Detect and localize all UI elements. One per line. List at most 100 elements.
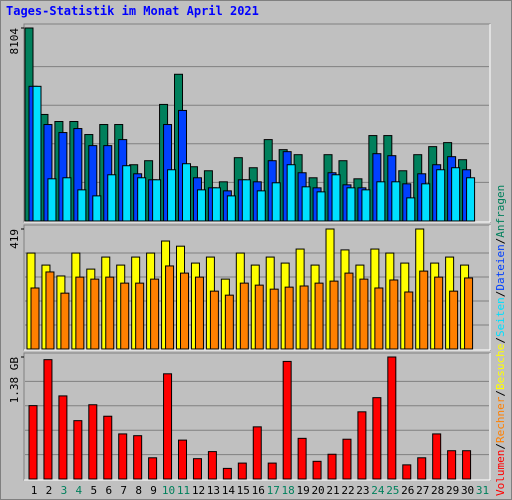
bar xyxy=(30,287,40,350)
x-tick-label: 4 xyxy=(76,484,83,497)
bar xyxy=(434,276,444,350)
x-tick-label: 19 xyxy=(296,484,309,497)
bar xyxy=(297,437,307,480)
bar xyxy=(342,438,352,480)
bar xyxy=(241,179,251,222)
bar xyxy=(150,278,160,350)
x-tick-label: 3 xyxy=(61,484,68,497)
legend-entry: Anfragen xyxy=(494,185,507,238)
bar xyxy=(77,189,87,222)
bar xyxy=(254,284,264,350)
bar xyxy=(357,411,367,480)
bar xyxy=(312,460,322,480)
legend-entry: Dateien xyxy=(494,244,507,290)
x-tick-label: 21 xyxy=(326,484,339,497)
y-tick-label: 8104 xyxy=(8,28,21,55)
legend-entry: Rechner xyxy=(494,396,507,443)
bar xyxy=(152,179,162,222)
legend: Volumen/Rechner/Besuche/Seiten/Dateien/A… xyxy=(494,185,507,496)
bar xyxy=(464,277,474,350)
bar xyxy=(73,420,83,480)
legend-separator: / xyxy=(494,337,507,344)
bar xyxy=(182,163,192,222)
bar xyxy=(299,285,309,350)
bar xyxy=(194,276,204,350)
bar xyxy=(447,450,457,480)
x-tick-label: 16 xyxy=(252,484,265,497)
bar xyxy=(133,435,143,480)
bar xyxy=(120,282,130,350)
bar xyxy=(90,278,100,350)
bar xyxy=(331,174,341,222)
bar xyxy=(286,164,296,222)
bar xyxy=(47,178,57,222)
bar xyxy=(391,181,401,222)
legend-separator: / xyxy=(494,390,507,397)
bar xyxy=(346,187,356,222)
y-tick-label: 1.38 GB xyxy=(8,357,21,404)
bar xyxy=(316,191,326,222)
bar xyxy=(417,457,427,480)
bar xyxy=(135,282,145,350)
bar xyxy=(329,280,339,350)
bar xyxy=(43,359,53,480)
bar xyxy=(224,294,234,350)
bar xyxy=(237,462,247,480)
bar xyxy=(419,270,429,350)
x-tick-label: 24 xyxy=(371,484,385,497)
bar xyxy=(226,195,236,222)
x-tick-label: 9 xyxy=(150,484,157,497)
bar xyxy=(148,457,158,480)
bar xyxy=(211,187,221,222)
bar xyxy=(122,165,132,222)
bar xyxy=(180,272,190,350)
bar xyxy=(282,360,292,480)
bar xyxy=(107,174,117,222)
bar xyxy=(207,451,217,480)
bar xyxy=(374,287,384,350)
x-tick-label: 31 xyxy=(476,484,489,497)
legend-separator: / xyxy=(494,238,507,245)
bar xyxy=(192,458,202,480)
legend-entry: Volumen xyxy=(494,450,507,496)
bar xyxy=(284,286,294,350)
x-tick-label: 26 xyxy=(401,484,414,497)
bar xyxy=(267,462,277,480)
x-tick-label: 12 xyxy=(192,484,205,497)
bar xyxy=(271,182,281,222)
bar xyxy=(75,276,85,350)
x-tick-label: 30 xyxy=(461,484,474,497)
x-tick-label: 29 xyxy=(446,484,459,497)
bar xyxy=(389,279,399,350)
bar xyxy=(105,276,115,350)
bar xyxy=(402,464,412,480)
bar xyxy=(314,282,324,350)
x-tick-label: 25 xyxy=(386,484,399,497)
bar xyxy=(167,169,177,222)
x-tick-label: 14 xyxy=(222,484,236,497)
chart-title: Tages-Statistik im Monat April 2021 xyxy=(6,4,259,18)
x-tick-label: 13 xyxy=(207,484,220,497)
bar xyxy=(178,439,188,480)
bar xyxy=(449,290,459,350)
bar xyxy=(45,271,55,350)
bar xyxy=(451,167,461,222)
bar xyxy=(406,197,416,222)
x-tick-label: 10 xyxy=(162,484,175,497)
bar xyxy=(239,282,249,350)
bar xyxy=(62,177,72,222)
bar xyxy=(58,395,68,480)
x-tick-label: 20 xyxy=(311,484,324,497)
x-tick-label: 11 xyxy=(177,484,190,497)
bar xyxy=(163,373,173,480)
bar xyxy=(432,433,442,480)
bar xyxy=(28,405,38,480)
bar xyxy=(256,190,266,222)
bar xyxy=(103,415,113,480)
x-tick-label: 22 xyxy=(341,484,354,497)
x-tick-label: 8 xyxy=(135,484,142,497)
bar xyxy=(436,169,446,222)
x-tick-label: 7 xyxy=(120,484,127,497)
x-tick-label: 15 xyxy=(237,484,250,497)
